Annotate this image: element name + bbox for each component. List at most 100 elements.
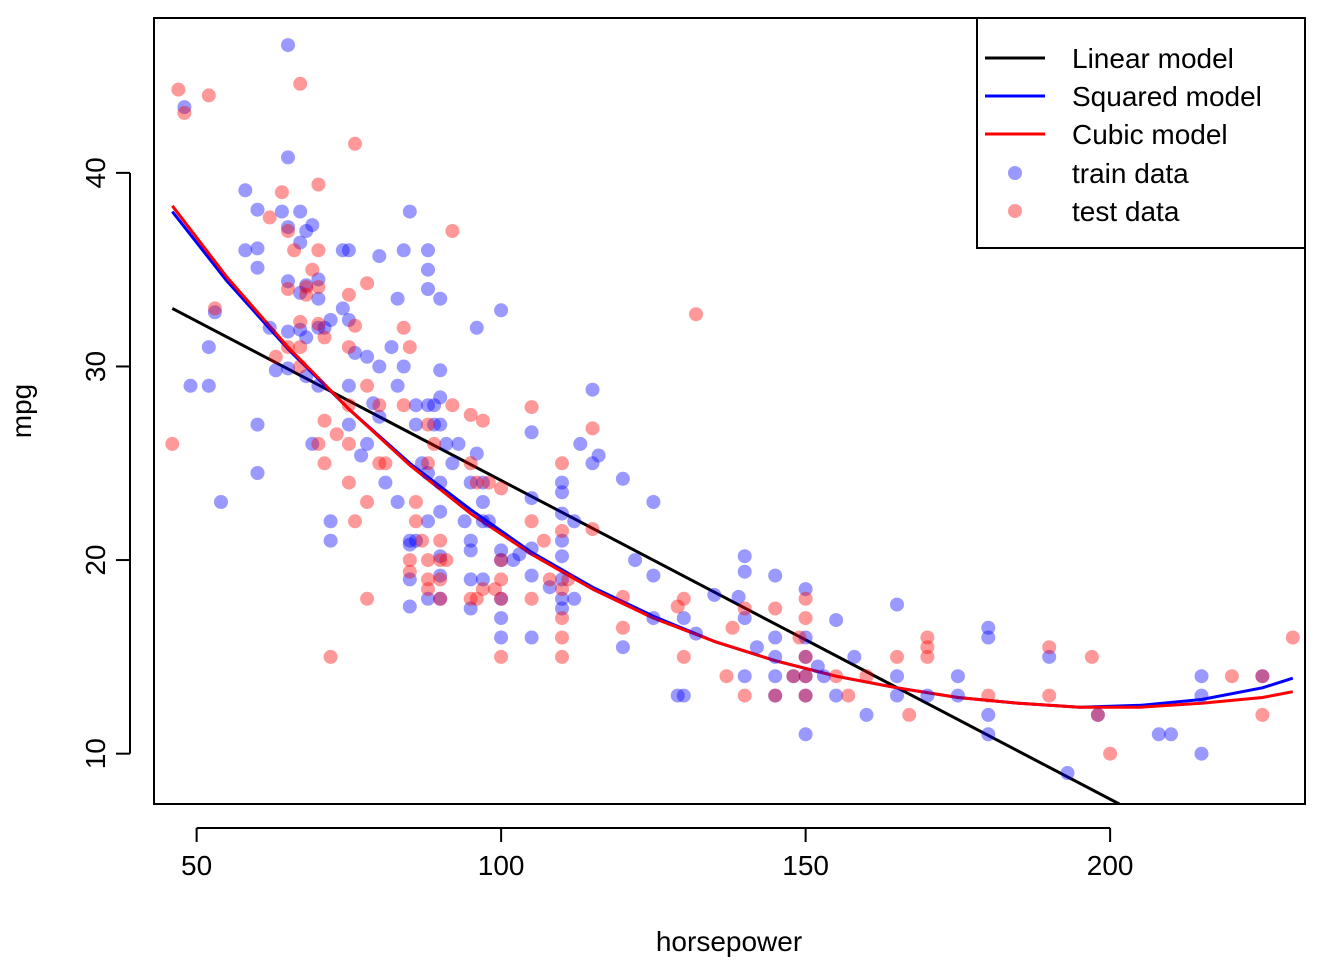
train-data-point-143: [731, 589, 746, 604]
train-data-point-37: [323, 313, 338, 327]
train-data-point-169: [890, 688, 904, 703]
train-data-point-178: [1060, 766, 1075, 780]
test-data-point-64: [445, 224, 460, 238]
train-data-point-109: [494, 630, 509, 645]
test-data-point-22: [311, 316, 326, 331]
y-tick-label-10: 10: [80, 738, 111, 769]
train-data-point-132: [615, 471, 630, 486]
test-data-point-122: [1042, 688, 1057, 703]
y-axis: 10 20 30 40: [80, 157, 131, 769]
train-data-point-170: [920, 688, 935, 703]
cubic-model-line: [171, 204, 1294, 709]
test-data-point-112: [829, 669, 844, 684]
train-data-point-127: [567, 591, 582, 606]
train-data-point-53: [372, 409, 387, 424]
train-data-point-184: [1194, 746, 1209, 761]
train-data-point-150: [768, 630, 783, 645]
train-data-point-83: [433, 475, 448, 490]
train-data-point-58: [390, 495, 405, 509]
test-data-point-100: [725, 620, 740, 635]
test-data-point-35: [348, 318, 362, 333]
train-data-point-59: [396, 243, 411, 258]
test-data-point-19: [311, 177, 326, 192]
train-data-point-76: [421, 591, 435, 606]
train-data-point-97: [469, 446, 484, 461]
test-data-point-38: [360, 276, 375, 291]
test-data-point-104: [768, 688, 783, 703]
train-data-point-128: [573, 436, 588, 451]
train-data-point-44: [341, 378, 356, 393]
train-data-point-137: [646, 611, 661, 626]
train-data-point-8: [250, 202, 265, 217]
train-data-point-183: [1194, 688, 1209, 703]
train-data-point-10: [250, 260, 265, 275]
test-data-point-103: [768, 601, 783, 616]
test-data-point-32: [341, 475, 356, 490]
train-data-point-131: [591, 448, 606, 463]
train-data-point-51: [372, 249, 387, 264]
train-data-point-94: [463, 543, 478, 558]
test-data-point-16: [299, 280, 314, 295]
train-data-point-24: [293, 285, 308, 300]
train-data-point-101: [475, 514, 490, 529]
train-data-point-33: [311, 291, 326, 306]
train-data-point-50: [366, 396, 381, 411]
train-data-point-104: [494, 303, 509, 318]
test-data-point-101: [737, 601, 752, 616]
train-data-point-31: [305, 436, 320, 451]
train-data-point-122: [555, 549, 569, 564]
test-data-point-21: [311, 280, 326, 295]
legend-train-label: train data: [1072, 158, 1189, 189]
train-data-point-36: [317, 320, 332, 335]
train-data-point-168: [890, 669, 904, 684]
test-data-point-52: [421, 417, 435, 432]
train-data-point-173: [981, 620, 996, 635]
test-data-point-126: [1224, 669, 1239, 684]
test-data-point-77: [494, 591, 509, 606]
test-data-point-56: [421, 582, 435, 597]
test-data-point-79: [524, 400, 539, 415]
train-data-point-79: [433, 291, 448, 306]
test-data-point-99: [719, 669, 734, 684]
train-data-point-146: [737, 611, 752, 626]
train-data-point-46: [348, 345, 362, 360]
train-data-point-69: [415, 456, 429, 471]
legend-cubic-label: Cubic model: [1072, 119, 1228, 150]
train-data-point-158: [798, 669, 813, 684]
test-data-point-84: [555, 456, 569, 471]
test-data-point-1: [171, 82, 186, 97]
train-data-point-38: [323, 514, 338, 529]
train-data-point-139: [676, 688, 691, 703]
test-data-point-54: [421, 572, 435, 587]
test-data-point-129: [1285, 630, 1300, 645]
train-data-point-159: [798, 688, 813, 703]
test-data-point-50: [408, 514, 423, 529]
test-data-point-88: [555, 630, 569, 645]
train-data-point-166: [859, 707, 874, 722]
test-data-point-68: [469, 475, 484, 490]
train-data-point-153: [768, 688, 783, 703]
train-data-point-61: [402, 204, 417, 219]
train-data-point-4: [207, 305, 222, 320]
test-data-point-28: [329, 427, 344, 442]
test-data-point-123: [1084, 649, 1099, 664]
test-data-point-39: [360, 495, 375, 509]
test-data-point-66: [463, 456, 478, 471]
x-tick-label-150: 150: [782, 850, 829, 881]
train-data-point-148: [749, 640, 764, 655]
train-data-point-13: [262, 320, 277, 335]
train-data-point-149: [768, 568, 783, 583]
train-data-point-162: [816, 669, 831, 684]
test-data-point-48: [402, 564, 417, 579]
test-data-point-49: [408, 495, 423, 509]
train-data-point-40: [335, 301, 350, 316]
test-data-point-5: [262, 210, 277, 225]
test-data-point-98: [689, 307, 703, 322]
test-data-point-46: [402, 340, 417, 355]
test-data-point-120: [981, 688, 996, 703]
train-data-point-172: [950, 688, 965, 703]
legend-squared-label: Squared model: [1072, 81, 1262, 112]
test-data-point-14: [293, 314, 308, 329]
test-data-point-85: [555, 524, 569, 538]
train-data-point-133: [615, 640, 630, 655]
